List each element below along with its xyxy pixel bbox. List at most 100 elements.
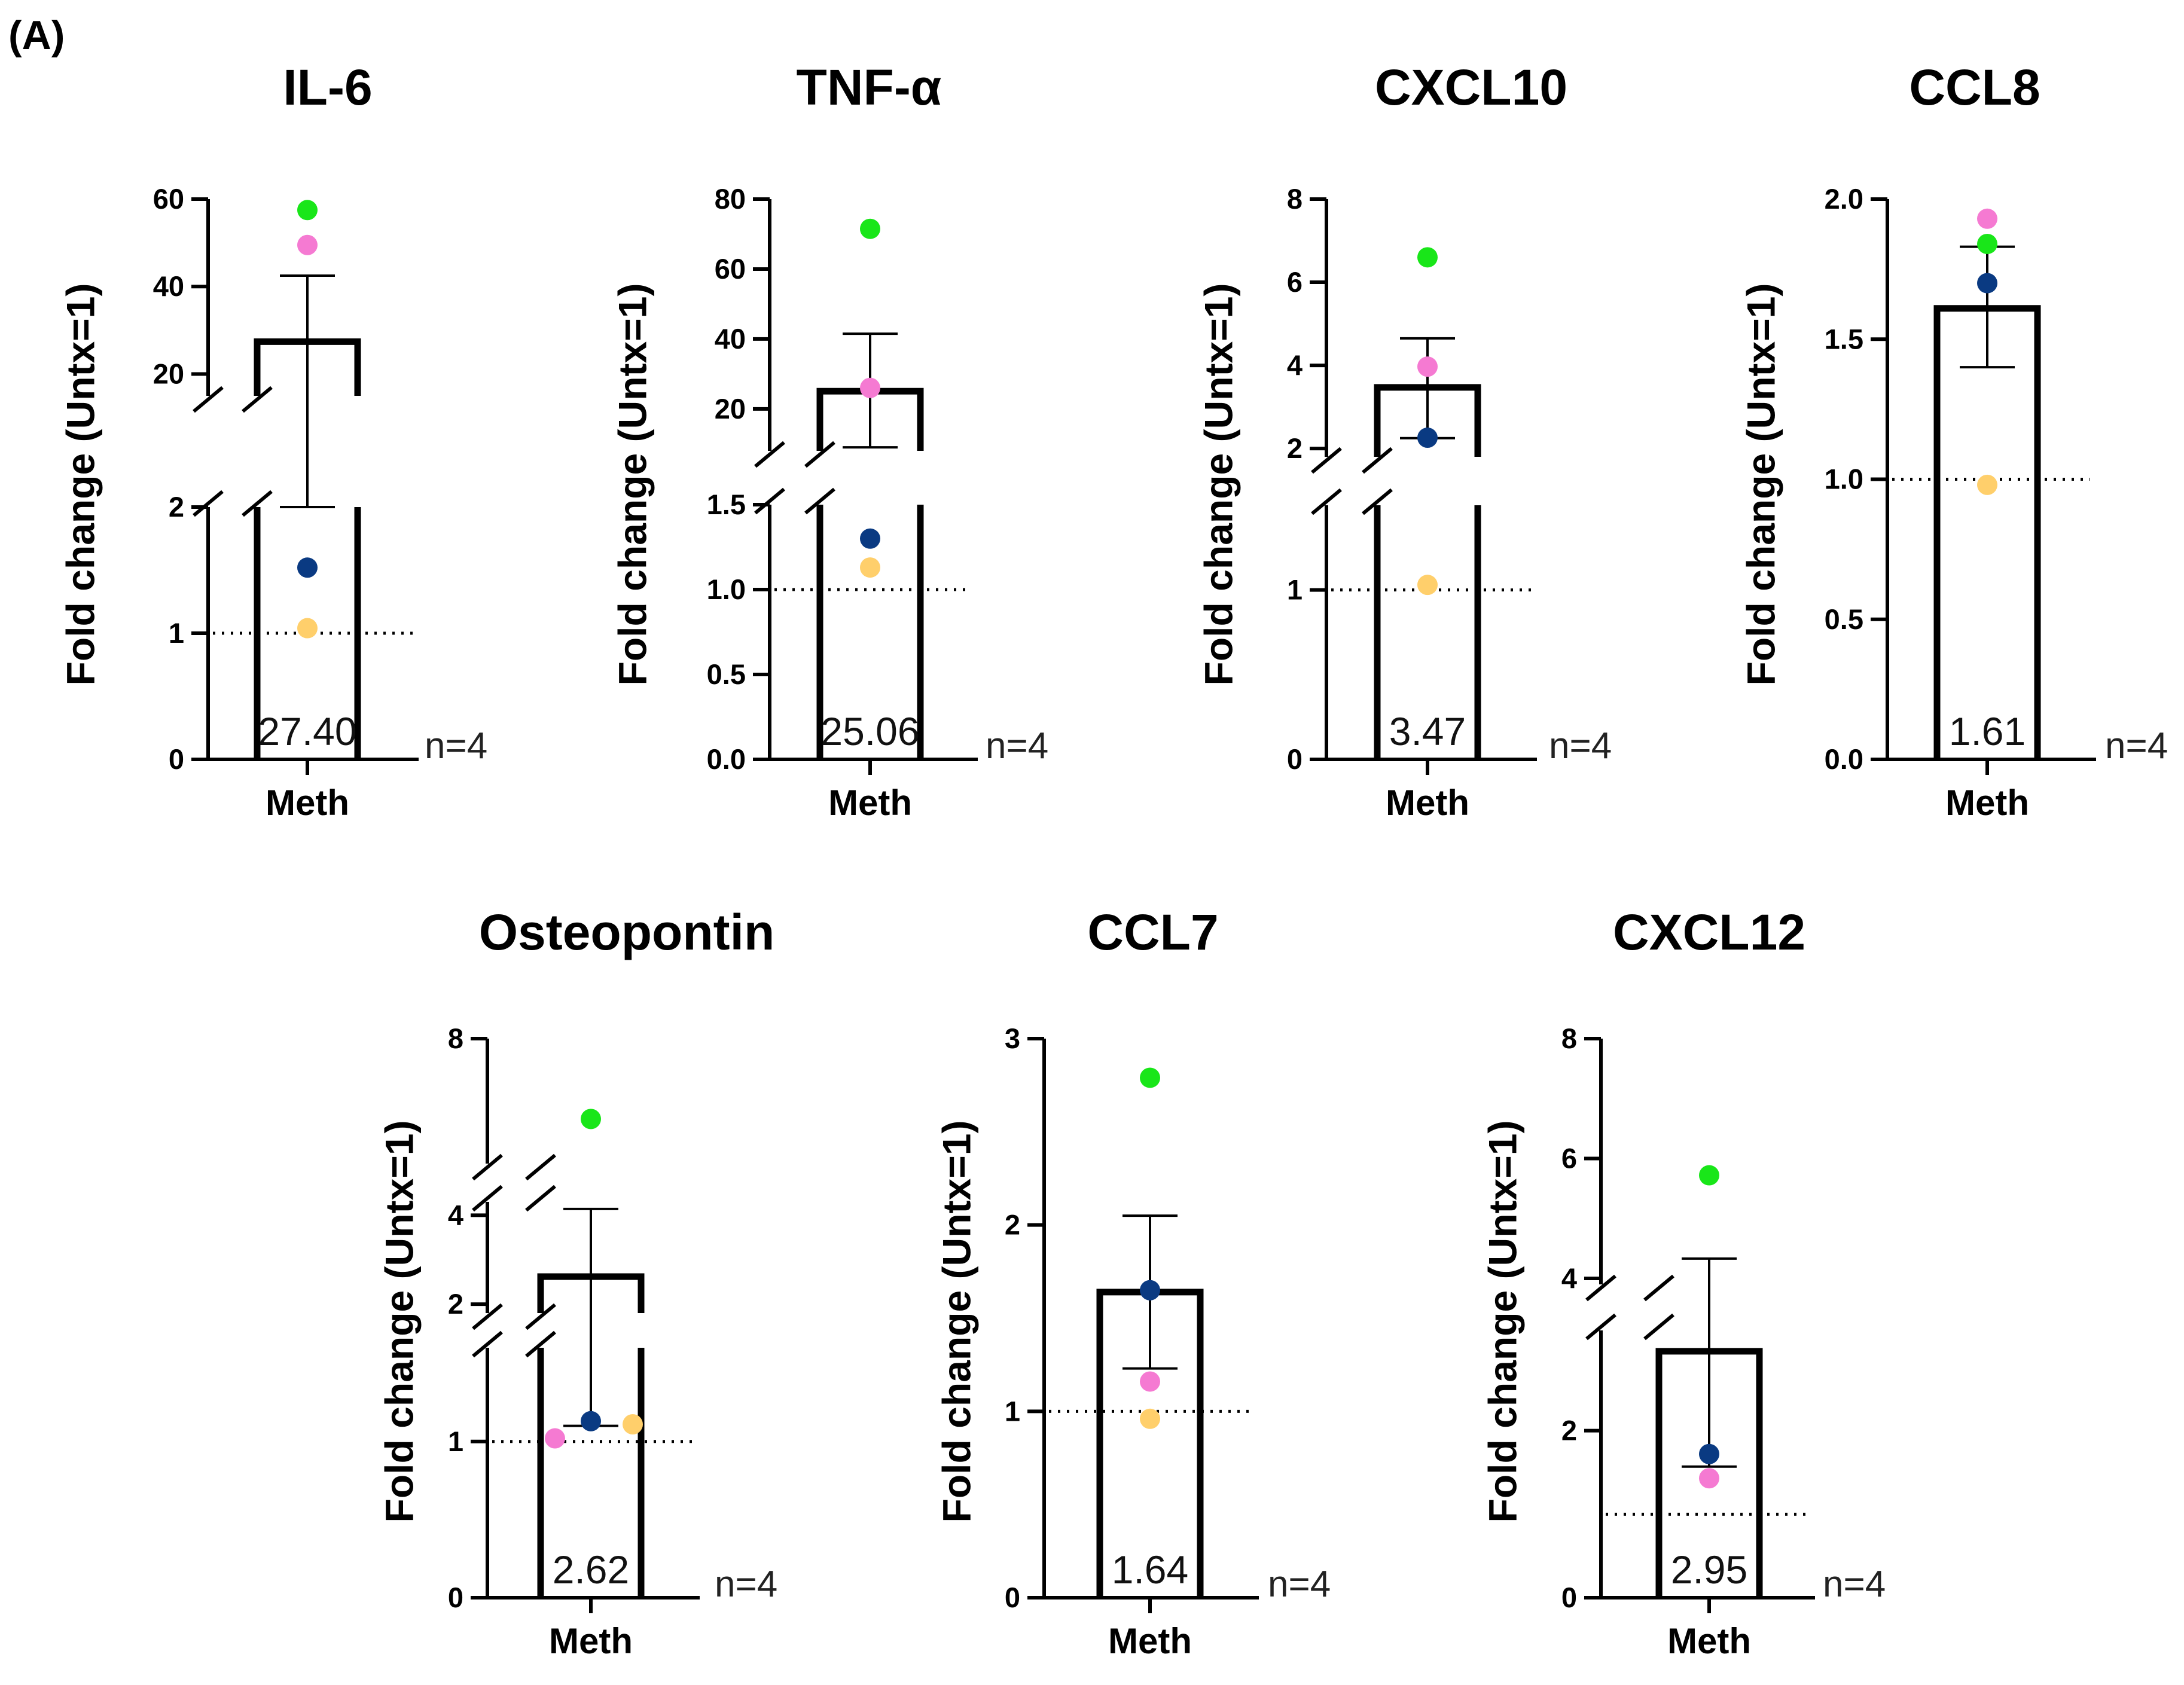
data-point-orange: [297, 618, 318, 639]
axis-break-mark: [754, 441, 785, 468]
y-tick-label: 2: [448, 1288, 463, 1320]
data-point-orange: [623, 1414, 643, 1435]
data-point-blue: [1417, 428, 1438, 448]
chart-ccl8: CCL8 Fold change (Untx=1) 0.0 0.5 1.0 1.5 2.0 1…: [1738, 59, 2168, 823]
axis-break-mark: [193, 386, 224, 413]
y-tick-label: 6: [1561, 1142, 1577, 1174]
chart-title: CCL7: [1087, 904, 1218, 960]
y-tick-label: 1.5: [1825, 323, 1863, 355]
data-point-blue: [581, 1411, 601, 1431]
data-point-blue: [860, 528, 880, 549]
axis-break-mark: [472, 1185, 503, 1212]
chart-ccl7: CCL7 Fold change (Untx=1) 0 1 2 3 1.64 n=4 Meth: [934, 904, 1331, 1661]
data-point-blue: [297, 557, 318, 578]
chart-title: IL-6: [283, 59, 372, 115]
chart-title: CCL8: [1909, 59, 2040, 115]
data-point-green: [1417, 247, 1438, 268]
y-tick-label: 2: [1005, 1209, 1020, 1241]
data-point-green: [1977, 233, 1997, 254]
y-tick-label: 20: [715, 393, 746, 425]
x-category-label: Meth: [1667, 1621, 1751, 1661]
chart-cxcl10: CXCL10 Fold change (Untx=1) 0 1 2 4 6 8 3.47 n=4 M…: [1196, 59, 1612, 823]
bar-break-mark: [525, 1153, 556, 1181]
data-point-green: [581, 1109, 601, 1130]
x-category-label: Meth: [1386, 783, 1469, 823]
y-tick-label: 1: [1287, 574, 1303, 606]
bar-break-mark: [1643, 1274, 1674, 1302]
bar-value-label: 1.61: [1949, 709, 2026, 753]
y-tick-label: 20: [153, 358, 184, 389]
chart-title: TNF-α: [797, 59, 942, 115]
data-point-pink: [297, 234, 318, 255]
n-label: n=4: [2105, 725, 2168, 767]
x-category-label: Meth: [828, 783, 912, 823]
data-point-orange: [1977, 474, 1997, 495]
y-tick-label: 0: [169, 743, 184, 775]
y-tick-label: 3: [1005, 1022, 1020, 1054]
y-tick-label: 60: [153, 183, 184, 215]
axis-break-mark: [193, 490, 224, 517]
chart-il-6: IL-6 Fold change (Untx=1) 0 1 2 20 40 60 27.40 n=…: [58, 59, 487, 823]
bar-break-mark: [1362, 488, 1393, 515]
n-label: n=4: [1549, 725, 1612, 767]
y-tick-label: 2: [1561, 1415, 1577, 1446]
y-tick-label: 0: [1561, 1582, 1577, 1613]
bar-break-mark: [525, 1330, 556, 1358]
x-category-label: Meth: [1945, 783, 2029, 823]
axis-break-mark: [754, 487, 785, 515]
data-point-green: [860, 218, 880, 239]
data-point-green: [1140, 1067, 1160, 1088]
data-point-green: [297, 200, 318, 221]
y-axis-label: Fold change (Untx=1): [610, 283, 654, 686]
axis-break-mark: [1311, 447, 1342, 474]
data-point-blue: [1977, 273, 1997, 294]
y-tick-label: 1.0: [707, 573, 746, 605]
data-point-green: [1699, 1165, 1719, 1186]
n-label: n=4: [1823, 1564, 1886, 1605]
data-point-orange: [1417, 575, 1438, 596]
x-category-label: Meth: [549, 1621, 633, 1661]
y-axis-label: Fold change (Untx=1): [1480, 1121, 1524, 1523]
chart-osteopontin: Osteopontin Fold change (Untx=1) 0 1 2 4 8 2.62…: [377, 904, 777, 1661]
y-tick-label: 8: [1287, 183, 1303, 215]
y-axis-label: Fold change (Untx=1): [934, 1121, 978, 1523]
y-tick-label: 0.5: [707, 658, 746, 690]
y-axis-label: Fold change (Untx=1): [377, 1121, 421, 1523]
y-tick-label: 6: [1287, 266, 1303, 298]
panel-label: (A): [8, 13, 65, 58]
data-point-pink: [1699, 1468, 1719, 1489]
bar-break-mark: [525, 1185, 556, 1212]
y-tick-label: 0: [1287, 743, 1303, 775]
y-tick-label: 1: [1005, 1395, 1020, 1427]
bar-break-mark: [242, 490, 273, 517]
y-tick-label: 80: [715, 183, 746, 215]
axis-break-mark: [472, 1330, 503, 1358]
data-point-pink: [1417, 356, 1438, 377]
data-point-pink: [1977, 208, 1997, 229]
axis-break-mark: [1585, 1274, 1616, 1302]
axis-break-mark: [472, 1303, 503, 1330]
axis-break-mark: [1585, 1313, 1616, 1341]
data-point-orange: [860, 557, 880, 578]
y-tick-label: 0.0: [1825, 743, 1863, 775]
x-category-label: Meth: [266, 783, 349, 823]
y-tick-label: 40: [715, 323, 746, 355]
y-axis-label: Fold change (Untx=1): [1738, 283, 1783, 686]
y-tick-label: 0: [1005, 1582, 1020, 1613]
chart-title: CXCL12: [1613, 904, 1805, 960]
chart-title: CXCL10: [1375, 59, 1567, 115]
chart-title: Osteopontin: [479, 904, 775, 960]
bar-break-mark: [525, 1303, 556, 1330]
y-tick-label: 2.0: [1825, 183, 1863, 215]
bar-value-label: 25.06: [820, 709, 919, 753]
y-tick-label: 2: [169, 491, 184, 523]
data-point-blue: [1140, 1280, 1160, 1301]
data-point-pink: [545, 1428, 565, 1449]
x-category-label: Meth: [1108, 1621, 1192, 1661]
bar-value-label: 2.95: [1671, 1547, 1747, 1592]
data-point-orange: [1140, 1408, 1160, 1429]
y-tick-label: 4: [1561, 1262, 1577, 1294]
bar-value-label: 1.64: [1112, 1547, 1188, 1592]
